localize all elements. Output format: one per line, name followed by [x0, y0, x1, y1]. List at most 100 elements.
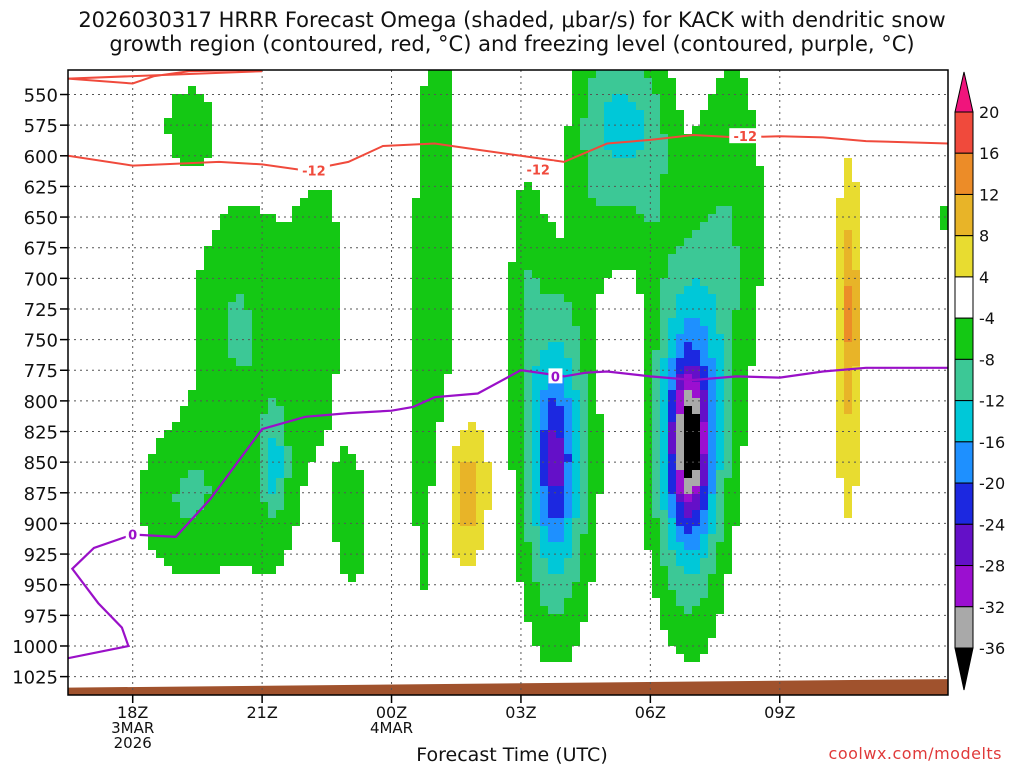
dgz-contour-label: -12 [734, 130, 758, 145]
omega-cell [684, 590, 692, 598]
omega-cell [164, 470, 172, 478]
omega-cell [172, 126, 180, 134]
omega-cell [524, 582, 532, 590]
omega-cell [660, 382, 668, 390]
omega-cell [412, 374, 420, 382]
omega-cell [148, 478, 156, 486]
omega-cell [684, 478, 692, 486]
omega-cell [532, 582, 540, 590]
omega-cell [252, 422, 260, 430]
omega-cell [356, 550, 364, 558]
omega-cell [532, 590, 540, 598]
omega-cell [564, 518, 572, 526]
site-credit[interactable]: coolwx.com/modelts [828, 744, 1002, 763]
omega-cell [564, 398, 572, 406]
omega-cell [244, 286, 252, 294]
omega-cell [412, 390, 420, 398]
omega-cell [676, 590, 684, 598]
omega-cell [156, 518, 164, 526]
omega-cell [244, 342, 252, 350]
omega-cell [716, 454, 724, 462]
omega-cell [628, 158, 636, 166]
omega-cell [564, 470, 572, 478]
omega-cell [420, 86, 428, 94]
omega-cell [444, 126, 452, 134]
omega-cell [540, 318, 548, 326]
omega-cell [676, 526, 684, 534]
omega-cell [244, 430, 252, 438]
omega-cell [724, 78, 732, 86]
omega-cell [620, 206, 628, 214]
omega-cell [556, 318, 564, 326]
omega-cell [708, 606, 716, 614]
omega-cell [244, 278, 252, 286]
omega-cell [284, 510, 292, 518]
omega-cell [332, 462, 340, 470]
omega-cell [332, 278, 340, 286]
x-tick-label: 09Z [764, 703, 795, 722]
omega-cell [596, 286, 604, 294]
omega-cell [692, 606, 700, 614]
omega-cell [644, 318, 652, 326]
omega-cell [636, 222, 644, 230]
omega-cell [540, 414, 548, 422]
omega-cell [660, 614, 668, 622]
omega-cell [852, 334, 860, 342]
omega-cell [660, 214, 668, 222]
omega-cell [716, 502, 724, 510]
omega-cell [644, 110, 652, 118]
omega-cell [692, 470, 700, 478]
omega-cell [172, 526, 180, 534]
omega-cell [236, 342, 244, 350]
omega-cell [196, 342, 204, 350]
omega-cell [588, 166, 596, 174]
omega-cell [204, 374, 212, 382]
omega-cell [652, 302, 660, 310]
omega-cell [204, 286, 212, 294]
omega-cell [612, 254, 620, 262]
omega-cell [708, 102, 716, 110]
omega-cell [756, 214, 764, 222]
omega-cell [420, 142, 428, 150]
omega-cell [628, 206, 636, 214]
omega-cell [660, 366, 668, 374]
omega-cell [612, 230, 620, 238]
omega-cell [724, 150, 732, 158]
omega-cell [588, 262, 596, 270]
omega-cell [252, 350, 260, 358]
omega-cell [620, 110, 628, 118]
omega-cell [708, 206, 716, 214]
omega-cell [644, 142, 652, 150]
omega-cell [556, 358, 564, 366]
omega-cell [636, 214, 644, 222]
omega-cell [244, 254, 252, 262]
omega-cell [516, 294, 524, 302]
omega-cell [572, 422, 580, 430]
omega-cell [420, 414, 428, 422]
omega-cell [548, 630, 556, 638]
omega-cell [228, 206, 236, 214]
omega-cell [676, 142, 684, 150]
omega-cell [844, 494, 852, 502]
omega-cell [204, 446, 212, 454]
omega-cell [420, 534, 428, 542]
omega-cell [700, 206, 708, 214]
omega-cell [452, 510, 460, 518]
omega-cell [716, 230, 724, 238]
omega-cell [324, 358, 332, 366]
omega-cell [420, 470, 428, 478]
omega-cell [564, 254, 572, 262]
omega-cell [436, 222, 444, 230]
omega-cell [668, 198, 676, 206]
omega-cell [596, 478, 604, 486]
omega-cell [516, 398, 524, 406]
omega-cell [444, 310, 452, 318]
omega-cell [300, 374, 308, 382]
y-tick-label: 775 [24, 361, 58, 382]
omega-cell [524, 262, 532, 270]
omega-cell [436, 126, 444, 134]
omega-cell [676, 206, 684, 214]
omega-cell [212, 342, 220, 350]
omega-cell [324, 230, 332, 238]
omega-cell [260, 318, 268, 326]
